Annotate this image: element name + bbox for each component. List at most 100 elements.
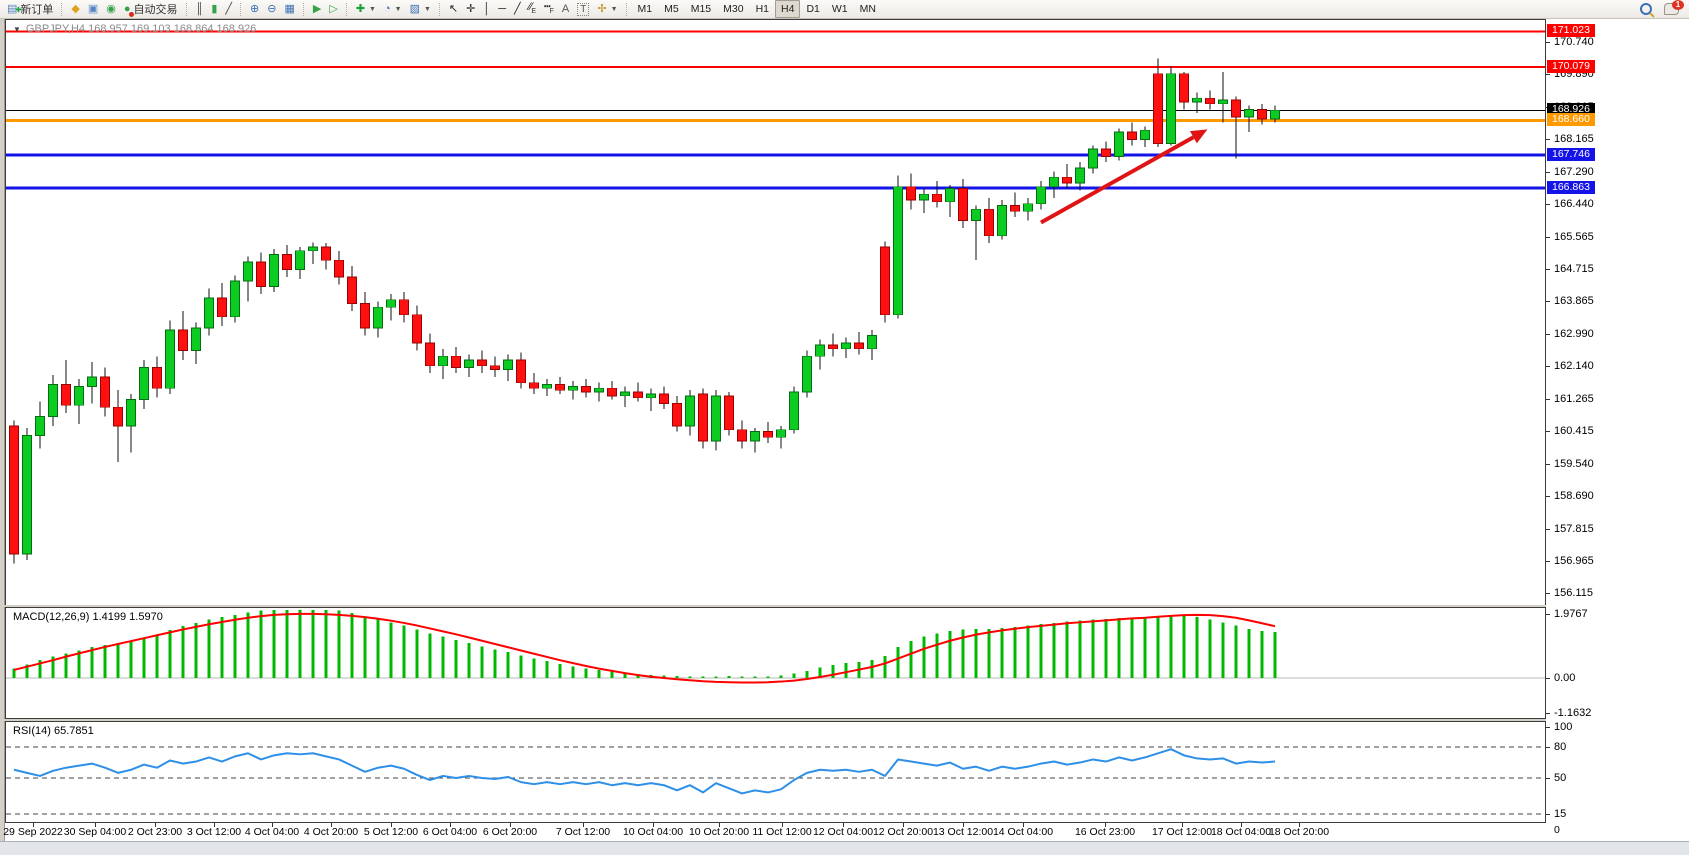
axis-tick <box>1546 726 1550 728</box>
new-order-button-label: 新订单 <box>20 4 54 16</box>
time-tick <box>214 823 215 827</box>
text-label-button[interactable]: T <box>573 1 593 17</box>
axis-tick <box>1546 334 1550 336</box>
equidistant-channel-button[interactable]: ∕∕E <box>525 1 540 17</box>
price-tick-label: 167.290 <box>1554 166 1594 178</box>
price-tick-label: 164.715 <box>1554 263 1594 276</box>
price-tick-label: 160.415 <box>1554 425 1594 438</box>
bar-chart-icon: ║ <box>195 3 204 15</box>
price-axis[interactable]: 170.740169.890169.015168.165167.290166.4… <box>1546 19 1689 823</box>
rsi-zero-label: 0 <box>1554 824 1560 836</box>
time-tick <box>450 823 451 827</box>
dropdown-caret-icon: ▼ <box>369 5 376 13</box>
market-watch-button[interactable]: ◆ <box>67 1 83 17</box>
icon-subscript: F <box>549 7 554 15</box>
panel-splitter[interactable] <box>0 719 1689 721</box>
toolbar: ▤ ✚ 新订单 ◆ ▣ ◉ ● 自动交易 ║ ▮ ╱ ⊕ ⊖ ▦ ▶ ▷ ✚ ▼ ◔ ▼ ▨ ▼ ↖ ✛ │ ─ ╱ ∕∕E ┅F A T ✢… <box>0 0 1689 19</box>
main-chart-panel[interactable]: ▼ GBPJPY,H4 168.957 169.103 168.864 168.… <box>5 19 1546 606</box>
timeframe-H1[interactable]: H1 <box>755 3 770 15</box>
toolbar-separator <box>61 2 63 16</box>
toolbar-separator <box>345 2 348 16</box>
timeframe-M30[interactable]: M30 <box>723 3 744 15</box>
fibonacci-icon: ┅F <box>544 0 554 15</box>
dropdown-caret-icon: ▼ <box>394 5 402 13</box>
time-tick <box>782 823 783 827</box>
new-order-button[interactable]: ▤ ✚ 新订单 <box>3 1 57 17</box>
time-axis-label: 5 Oct 12:00 <box>363 826 419 838</box>
timeframe-H4[interactable]: H4 <box>775 0 801 18</box>
price-line-badge: 166.863 <box>1547 181 1595 195</box>
axis-tick <box>1546 42 1550 43</box>
templates-button[interactable]: ▨ ▼ <box>406 1 435 17</box>
text-button[interactable]: A <box>558 1 573 17</box>
axis-tick <box>1546 814 1550 816</box>
trend-arrow[interactable] <box>1040 129 1208 225</box>
vertical-line-button[interactable]: │ <box>479 1 494 17</box>
fibonacci-button[interactable]: ┅F <box>540 1 558 17</box>
indicators-button[interactable]: ✚ ▼ <box>352 1 380 17</box>
candlestick-chart-button[interactable]: ▮ <box>207 1 221 17</box>
rsi-axis-label: 80 <box>1554 741 1567 754</box>
time-axis-label: 30 Sep 04:00 <box>63 826 127 838</box>
rsi-panel[interactable]: RSI(14) 65.7851 <box>5 721 1546 823</box>
price-line-badge: 171.023 <box>1547 24 1595 38</box>
price-tick-label: 163.865 <box>1554 295 1594 308</box>
time-axis[interactable]: 29 Sep 2022 30 Sep 04:00 2 Oct 23:00 3 Oct … <box>3 823 1689 841</box>
macd-chart <box>6 610 1545 684</box>
tile-windows-button[interactable]: ▦ <box>280 1 298 17</box>
cursor-icon: ↖ <box>448 3 459 15</box>
trendline-icon: ╱ <box>514 3 521 15</box>
rsi-chart <box>6 746 1545 815</box>
axis-tick <box>1546 237 1550 238</box>
price-line-badge: 168.926 <box>1547 103 1595 117</box>
toolbar-separator <box>625 2 628 16</box>
macd-panel[interactable]: MACD(12,26,9) 1.4199 1.5970 <box>5 607 1546 719</box>
data-window-button[interactable]: ▣ <box>84 1 102 17</box>
time-tick <box>719 823 720 827</box>
timeframe-M5[interactable]: M5 <box>664 3 679 15</box>
price-tick-label: 161.265 <box>1554 393 1594 406</box>
axis-tick <box>1546 139 1550 141</box>
auto-scroll-icon: ▶ <box>312 3 322 15</box>
axis-tick <box>1546 399 1550 401</box>
time-axis-label: 12 Oct 04:00 <box>812 826 874 838</box>
panel-splitter[interactable] <box>0 605 1689 607</box>
time-axis-label: 12 Oct 20:00 <box>872 826 934 838</box>
price-tick-label: 166.440 <box>1554 198 1594 211</box>
timeframe-M1[interactable]: M1 <box>637 3 653 15</box>
text-icon: A <box>561 3 570 15</box>
line-chart-button[interactable]: ╱ <box>221 1 236 17</box>
cursor-button[interactable]: ↖ <box>445 1 462 17</box>
chart-shift-button[interactable]: ▷ <box>325 1 341 17</box>
zoom-in-button[interactable]: ⊕ <box>246 1 263 17</box>
zoom-in-icon: ⊕ <box>250 3 260 15</box>
timeframe-M15[interactable]: M15 <box>690 3 712 15</box>
axis-tick <box>1546 529 1550 531</box>
search-icon[interactable] <box>1640 3 1652 15</box>
timeframe-D1[interactable]: D1 <box>806 3 820 15</box>
macd-axis-label: -1.1632 <box>1554 707 1592 719</box>
trendline-button[interactable]: ╱ <box>510 1 525 17</box>
axis-tick <box>1546 496 1550 498</box>
price-tick-label: 159.540 <box>1554 458 1594 471</box>
autotrading-button[interactable]: ● 自动交易 <box>120 1 182 17</box>
window-bottom-strip <box>0 841 1689 855</box>
bar-chart-button[interactable]: ║ <box>192 1 208 17</box>
price-tick-label: 162.990 <box>1554 328 1594 341</box>
horizontal-line-button[interactable]: ─ <box>494 1 510 17</box>
navigator-button[interactable]: ◉ <box>102 1 120 17</box>
zoom-out-button[interactable]: ⊖ <box>263 1 280 17</box>
dropdown-caret-icon: ▼ <box>423 5 431 13</box>
price-tick-label: 157.815 <box>1554 523 1594 536</box>
timeframe-MN[interactable]: MN <box>859 3 876 15</box>
arrows-button[interactable]: ✢ ▼ <box>593 1 621 17</box>
data-window-icon: ▣ <box>87 3 99 15</box>
crosshair-button[interactable]: ✛ <box>462 1 479 17</box>
candlestick-chart-icon: ▮ <box>211 3 218 15</box>
timeframe-W1[interactable]: W1 <box>831 3 848 15</box>
macd-histogram <box>12 610 1277 678</box>
periods-button[interactable]: ◔ ▼ <box>380 1 406 17</box>
toolbar-separator <box>185 2 188 16</box>
auto-scroll-button[interactable]: ▶ <box>309 1 325 17</box>
chat-icon[interactable]: 1 <box>1664 0 1684 15</box>
